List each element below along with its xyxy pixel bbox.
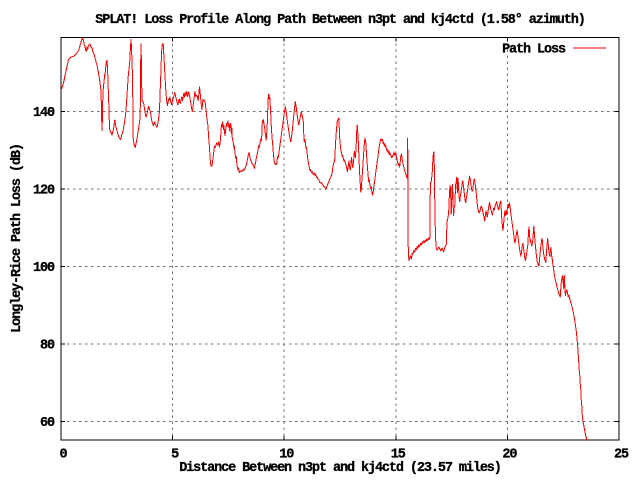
svg-text:0: 0 — [60, 448, 68, 463]
svg-text:Distance Between n3pt and kj4c: Distance Between n3pt and kj4ctd (23.57 … — [179, 461, 501, 476]
svg-text:60: 60 — [40, 416, 55, 431]
svg-text:20: 20 — [502, 448, 517, 463]
svg-text:140: 140 — [33, 106, 55, 121]
svg-text:10: 10 — [279, 448, 294, 463]
svg-text:120: 120 — [33, 183, 55, 198]
svg-text:5: 5 — [171, 448, 179, 463]
svg-text:80: 80 — [40, 338, 55, 353]
svg-text:25: 25 — [614, 448, 629, 463]
svg-text:SPLAT! Loss Profile Along Path: SPLAT! Loss Profile Along Path Between n… — [95, 13, 584, 28]
svg-text:15: 15 — [391, 448, 406, 463]
svg-text:100: 100 — [33, 261, 55, 276]
svg-text:Path Loss: Path Loss — [502, 43, 566, 58]
svg-text:Longley-Rice Path Loss (dB): Longley-Rice Path Loss (dB) — [10, 144, 25, 333]
